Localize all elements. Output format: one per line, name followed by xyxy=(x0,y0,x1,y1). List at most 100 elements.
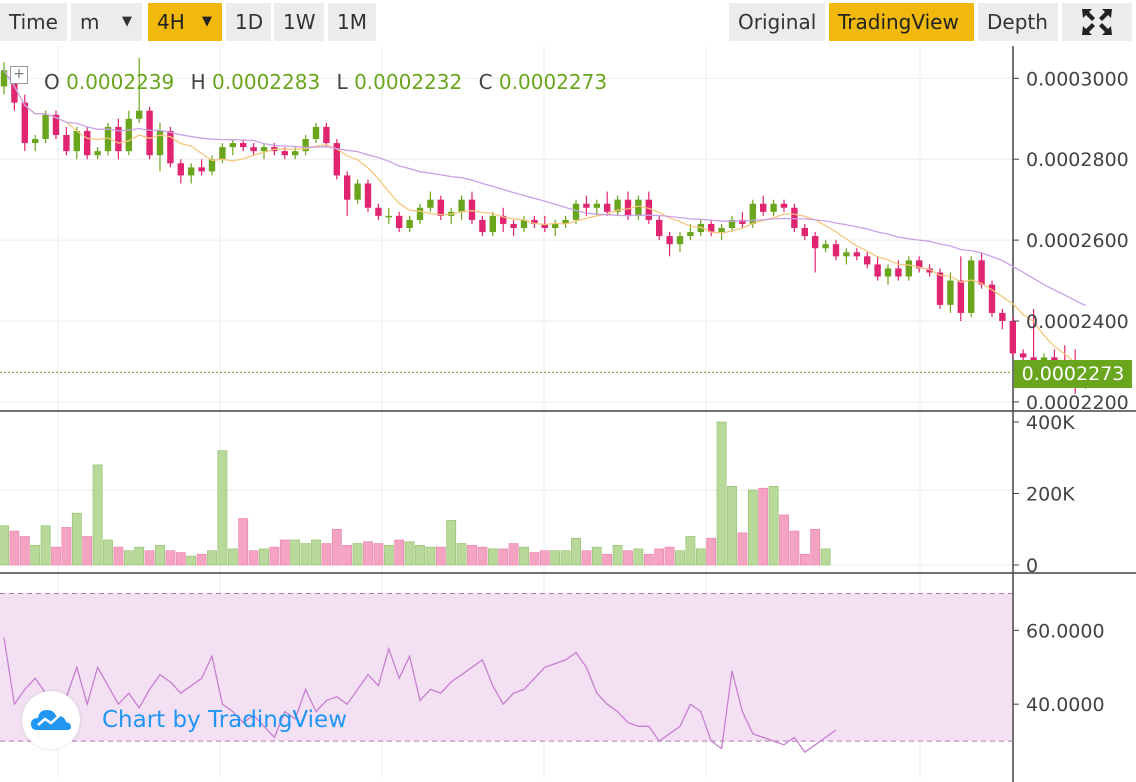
volume-bar xyxy=(508,543,519,566)
volume-bar xyxy=(207,550,217,566)
rsi-tick-label: 40.0000 xyxy=(1026,694,1105,716)
ma-short-line xyxy=(3,69,1086,366)
volume-bar xyxy=(695,548,706,566)
volume-bar xyxy=(477,546,488,566)
close-label: C xyxy=(478,70,493,94)
candle-body xyxy=(344,175,351,200)
legend-toggle-icon[interactable]: + xyxy=(10,66,28,84)
volume-bar xyxy=(799,553,810,566)
volume-bar xyxy=(758,487,769,566)
candle-body xyxy=(219,147,226,160)
volume-bar xyxy=(300,543,311,566)
candle-body xyxy=(968,260,975,313)
candle-body xyxy=(832,244,840,257)
candle-body xyxy=(281,151,288,156)
candle-body xyxy=(936,272,944,305)
volume-bar xyxy=(19,536,30,566)
volume-bar xyxy=(623,550,633,566)
toolbar: Time m ▼ 4H ▼ 1D 1W 1M Original TradingVie… xyxy=(0,0,1136,44)
candle-body xyxy=(500,215,507,224)
candle-body xyxy=(593,203,600,208)
rsi-series xyxy=(0,592,1012,754)
candle-body xyxy=(146,110,153,156)
view-original-button[interactable]: Original xyxy=(729,3,825,41)
candle-body xyxy=(635,199,642,216)
volume-bar xyxy=(352,543,363,566)
candle-body xyxy=(437,199,444,216)
interval-4h-dropdown[interactable]: 4H ▼ xyxy=(148,3,222,41)
volume-bar xyxy=(217,450,228,566)
low-label: L xyxy=(336,70,348,94)
volume-bar xyxy=(51,546,61,566)
time-button[interactable]: Time xyxy=(0,3,67,41)
candle-body xyxy=(572,203,580,220)
candle-body xyxy=(843,252,850,257)
rsi-tick-label: 60.0000 xyxy=(1026,620,1105,642)
watermark-text: Chart by TradingView xyxy=(102,707,348,733)
interval-4h-label: 4H xyxy=(157,10,185,34)
candle-body xyxy=(739,219,746,224)
candle-body xyxy=(1040,357,1048,362)
volume-bar xyxy=(591,546,602,566)
candle-body xyxy=(552,223,559,228)
candle-body xyxy=(947,280,954,305)
volume-bar xyxy=(633,548,644,566)
interval-1w-button[interactable]: 1W xyxy=(274,3,324,41)
volume-bar xyxy=(259,548,269,566)
volume-bar xyxy=(123,550,134,566)
candle-body xyxy=(791,207,798,228)
ma-long-line xyxy=(3,69,1086,307)
view-depth-button[interactable]: Depth xyxy=(978,3,1058,41)
volume-bar xyxy=(394,539,405,566)
candle-body xyxy=(427,199,434,208)
volume-bar xyxy=(529,552,540,566)
candle-body xyxy=(167,130,174,164)
candle-body xyxy=(416,207,424,220)
volume-bar xyxy=(727,486,737,566)
volume-bar xyxy=(404,541,415,566)
volume-bar xyxy=(0,525,9,566)
open-label: O xyxy=(44,70,60,94)
view-tradingview-button[interactable]: TradingView xyxy=(829,3,974,41)
interval-1m-button[interactable]: 1M xyxy=(328,3,376,41)
volume-bar xyxy=(643,553,654,566)
price-tick-label: 0.0002800 xyxy=(1026,149,1129,171)
candle-body xyxy=(780,203,788,208)
candle-body xyxy=(32,139,39,144)
tradingview-watermark[interactable]: Chart by TradingView xyxy=(22,691,348,749)
candle-body xyxy=(510,223,517,228)
candle-body xyxy=(115,126,122,152)
candle-body xyxy=(198,167,205,172)
minute-label: m xyxy=(80,10,100,34)
rsi-band xyxy=(0,593,1012,742)
minute-dropdown[interactable]: m ▼ xyxy=(71,3,142,41)
volume-bar xyxy=(768,486,779,566)
candlestick-series xyxy=(0,58,1089,394)
volume-bar xyxy=(61,527,72,566)
ohlc-readout: O 0.0002239 H 0.0002283 L 0.0002232 C 0.… xyxy=(44,70,607,94)
volume-bar xyxy=(113,546,124,566)
candle-body xyxy=(302,139,309,152)
volume-bar xyxy=(498,548,509,566)
price-tick-label: 0.0002400 xyxy=(1026,311,1129,333)
candle-body xyxy=(604,203,611,212)
low-value: 0.0002232 xyxy=(354,70,463,94)
candle-body xyxy=(718,228,725,233)
candle-body xyxy=(978,260,985,285)
volume-bar xyxy=(321,543,332,566)
interval-1d-button[interactable]: 1D xyxy=(226,3,271,41)
volume-bar xyxy=(664,546,675,566)
price-tick-label: 0.0002600 xyxy=(1026,230,1129,252)
candle-body xyxy=(468,199,476,220)
volume-bar xyxy=(519,546,529,566)
fullscreen-button[interactable] xyxy=(1062,3,1132,41)
candle-body xyxy=(583,203,590,208)
candle-body xyxy=(770,203,777,212)
candle-body xyxy=(364,183,372,208)
trading-chart[interactable]: 0.0003000 0.0002800 0.0002600 0.0002400 0.00… xyxy=(0,44,1136,782)
volume-bar xyxy=(155,545,165,566)
volume-bar xyxy=(9,530,20,566)
candle-body xyxy=(853,252,860,257)
open-value: 0.0002239 xyxy=(66,70,175,94)
candle-body xyxy=(988,284,996,313)
